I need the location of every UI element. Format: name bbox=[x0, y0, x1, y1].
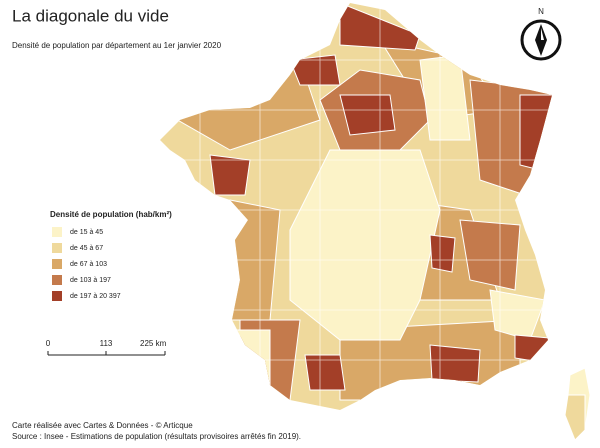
title: La diagonale du vide bbox=[12, 6, 169, 25]
credit-line: Carte réalisée avec Cartes & Données - ©… bbox=[12, 421, 193, 430]
corsica-south bbox=[564, 394, 586, 441]
legend-swatch bbox=[52, 291, 62, 301]
scale-label: 0 bbox=[46, 339, 51, 348]
legend-label: de 67 à 103 bbox=[70, 261, 107, 268]
legend-swatch bbox=[52, 227, 62, 237]
legend-label: de 15 à 45 bbox=[70, 229, 103, 236]
legend-swatch bbox=[52, 243, 62, 253]
north-label: N bbox=[538, 7, 544, 16]
scale-label: 225 km bbox=[140, 339, 167, 348]
legend-title: Densité de population (hab/km²) bbox=[50, 210, 172, 219]
subtitle: Densité de population par département au… bbox=[12, 41, 222, 50]
legend: Densité de population (hab/km²) de 15 à … bbox=[50, 210, 172, 301]
credit-line: Source : Insee - Estimations de populati… bbox=[12, 432, 301, 441]
legend-swatch bbox=[52, 259, 62, 269]
scale-label: 113 bbox=[100, 339, 113, 348]
north-arrow: N bbox=[520, 7, 562, 61]
legend-label: de 197 à 20 397 bbox=[70, 293, 121, 300]
choropleth-map bbox=[160, 3, 552, 410]
scale-bar: 0 113 225 km bbox=[46, 339, 167, 356]
legend-label: de 103 à 197 bbox=[70, 277, 111, 284]
legend-swatch bbox=[52, 275, 62, 285]
legend-label: de 45 à 67 bbox=[70, 245, 103, 252]
